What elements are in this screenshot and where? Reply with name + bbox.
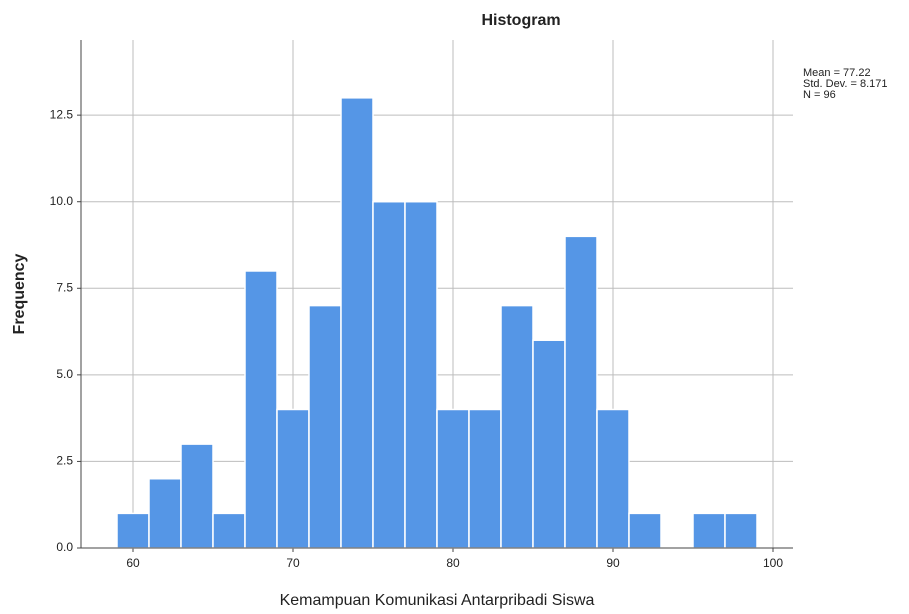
- y-tick-label: 12.5: [50, 107, 74, 121]
- bar: [500, 304, 534, 549]
- bar: [596, 408, 630, 549]
- stats-annotation: Std. Dev. = 8.171: [803, 78, 888, 90]
- chart-title: Histogram: [481, 12, 560, 29]
- bar: [340, 97, 374, 549]
- y-axis-label: Frequency: [11, 253, 28, 334]
- bar: [212, 512, 246, 549]
- bar: [148, 477, 182, 549]
- y-tick-label: 5.0: [56, 367, 73, 381]
- bar: [692, 512, 726, 549]
- x-tick-label: 100: [763, 556, 783, 570]
- bar: [116, 512, 150, 549]
- bar: [244, 270, 278, 549]
- stats-annotation: N = 96: [803, 89, 836, 101]
- x-tick-label: 70: [286, 556, 300, 570]
- bar: [724, 512, 758, 549]
- y-tick-label: 2.5: [56, 454, 73, 468]
- x-tick-label: 60: [126, 556, 140, 570]
- bar: [436, 408, 470, 549]
- bar: [564, 235, 598, 549]
- bar: [180, 443, 214, 549]
- x-tick-label: 80: [446, 556, 460, 570]
- bar: [628, 512, 662, 549]
- bar: [276, 408, 310, 549]
- bar: [308, 304, 342, 549]
- x-axis-label: Kemampuan Komunikasi Antarpribadi Siswa: [280, 592, 595, 609]
- y-tick-label: 10.0: [50, 194, 74, 208]
- bar: [404, 200, 438, 549]
- y-tick-label: 0.0: [56, 540, 73, 554]
- x-tick-label: 90: [606, 556, 620, 570]
- stats-annotation: Mean = 77.22: [803, 67, 871, 79]
- bar: [532, 339, 566, 549]
- bar: [372, 200, 406, 549]
- y-tick-label: 7.5: [56, 280, 73, 294]
- bar: [468, 408, 502, 549]
